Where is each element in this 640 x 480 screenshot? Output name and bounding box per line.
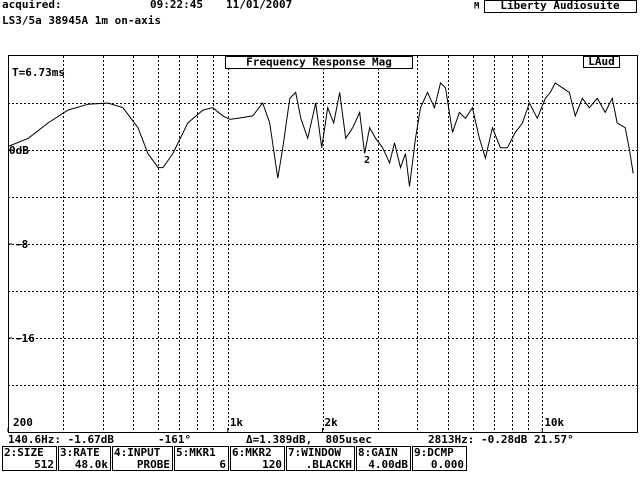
button-name: 2:SIZE (4, 446, 44, 459)
button-name: 8:GAIN (358, 446, 398, 459)
plot: 200 1k 2k 10k 0dB -8 -16 (7, 56, 637, 432)
button-value: 48.0k (75, 458, 108, 471)
acquired-time: 09:22:45 (150, 0, 203, 11)
acquired-date: 11/01/2007 (226, 0, 292, 11)
y-tick-label: -8 (15, 238, 28, 251)
button-name: 4:INPUT (114, 446, 161, 459)
button-value: PROBE (137, 458, 170, 471)
x-tick-label: 2k (325, 416, 339, 429)
button-bar: 2:SIZE5123:RATE48.0k4:INPUTPROBE5:MKR166… (2, 446, 467, 471)
plot-frame (8, 55, 638, 433)
x-tick-label: 200 (13, 416, 33, 429)
button-frame (2, 446, 57, 471)
chart-title: Frequency Response Mag (246, 56, 392, 69)
title-box (225, 56, 413, 69)
button-value: 512 (34, 458, 54, 471)
acquired-label: acquired: (2, 0, 62, 11)
button-name: 3:RATE (60, 446, 100, 459)
button-value: 6 (219, 458, 226, 471)
y-tick-label: -16 (15, 332, 35, 345)
button-value: 0.000 (431, 458, 464, 471)
button-frame (356, 446, 411, 471)
button-name: 6:MKR2 (232, 446, 272, 459)
button-name: 7:WINDOW (288, 446, 341, 459)
status-phase: -161° (158, 433, 191, 446)
annotation: T=6.73ms (12, 66, 65, 79)
x-tick-label: 10k (544, 416, 564, 429)
button-value: 4.00dB (368, 458, 408, 471)
function-button[interactable]: 7:WINDOW.BLACKH (286, 446, 355, 471)
marker-label: 2 (364, 155, 370, 166)
badge-box (583, 56, 620, 68)
button-frame (58, 446, 111, 471)
button-frame (230, 446, 285, 471)
x-tick-label: 1k (230, 416, 244, 429)
status-delta: Δ=1.389dB, 805usec (246, 433, 372, 446)
button-frame (412, 446, 467, 471)
response-curve (7, 82, 634, 187)
status-right: 2813Hz: -0.28dB 21.57° (428, 433, 574, 446)
button-frame (286, 446, 355, 471)
y-tick-label: 0dB (9, 144, 29, 157)
badge: LAud (588, 55, 615, 68)
button-value: .BLACKH (306, 458, 352, 471)
app-name: Liberty Audiosuite (500, 0, 620, 12)
subtitle: LS3/5a 38945A 1m on-axis (2, 14, 161, 27)
app-box (484, 0, 637, 13)
button-frame (112, 446, 173, 471)
button-value: 120 (262, 458, 282, 471)
button-frame (174, 446, 229, 471)
mode-indicator: M (474, 2, 480, 12)
status-left: 140.6Hz: -1.67dB (8, 433, 114, 446)
button-name: 5:MKR1 (176, 446, 216, 459)
button-name: 9:DCMP (414, 446, 454, 459)
